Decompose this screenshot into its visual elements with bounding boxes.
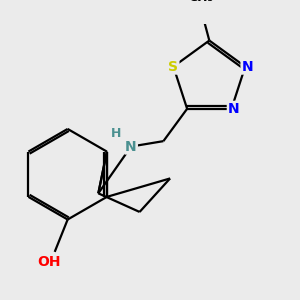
Text: N: N — [242, 60, 253, 74]
Text: N: N — [228, 102, 239, 116]
Text: CH₃: CH₃ — [188, 0, 213, 4]
Text: S: S — [168, 60, 178, 74]
Text: H: H — [111, 127, 121, 140]
Text: N: N — [125, 140, 137, 154]
Text: OH: OH — [38, 255, 61, 268]
